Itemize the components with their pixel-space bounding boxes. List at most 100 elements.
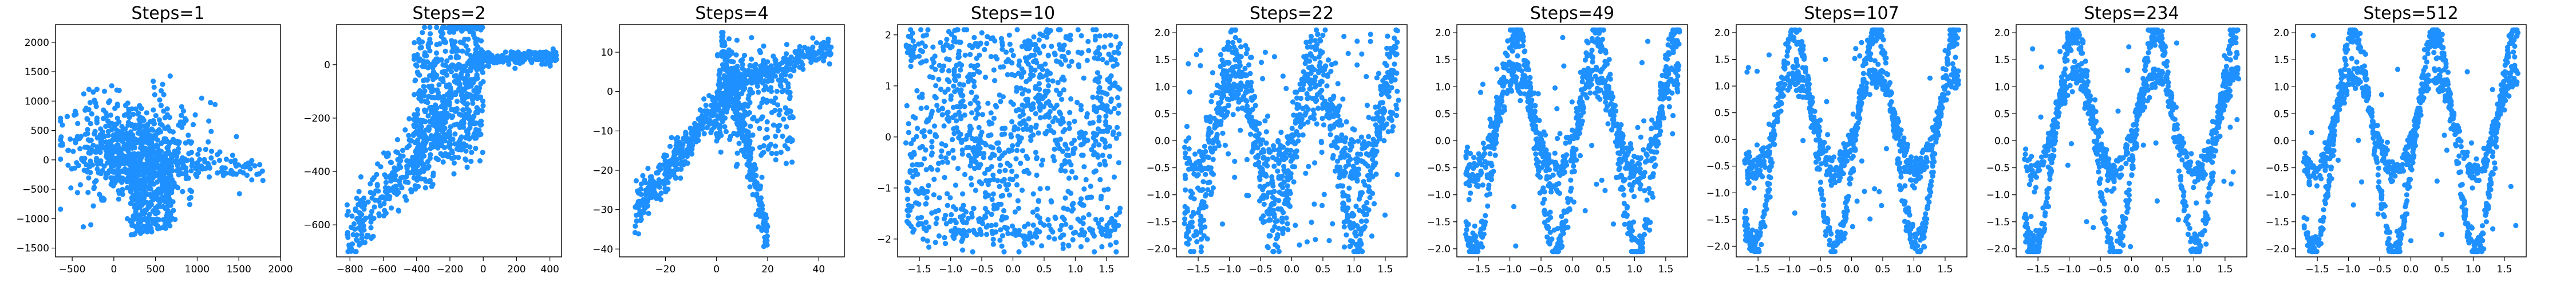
- scatter-point: [349, 247, 354, 252]
- scatter-point: [1095, 56, 1100, 61]
- scatter-point: [979, 130, 984, 135]
- scatter-point: [1008, 42, 1013, 47]
- scatter-point: [808, 60, 813, 65]
- scatter-point: [448, 142, 453, 147]
- scatter-point: [1037, 87, 1042, 92]
- scatter-point: [430, 95, 436, 100]
- scatter-point: [1085, 111, 1090, 116]
- scatter-point: [696, 138, 701, 143]
- scatter-point: [934, 95, 939, 100]
- scatter-point: [1066, 121, 1072, 126]
- scatter-point: [361, 196, 366, 201]
- scatter-point: [1001, 208, 1006, 213]
- scatter-point: [999, 217, 1004, 222]
- scatter-point: [734, 38, 740, 43]
- scatter-point: [960, 218, 965, 223]
- scatter-point: [980, 112, 985, 117]
- scatter-point: [406, 116, 412, 121]
- scatter-point: [485, 63, 490, 68]
- scatter-point: [462, 96, 467, 101]
- scatter-point: [984, 224, 989, 229]
- scatter-point: [86, 87, 92, 92]
- scatter-point: [662, 171, 667, 177]
- scatter-point: [211, 160, 216, 165]
- scatter-point: [447, 112, 452, 118]
- scatter-point: [183, 140, 188, 146]
- scatter-point: [769, 151, 775, 156]
- scatter-point: [389, 160, 394, 165]
- scatter-point: [1198, 63, 1203, 68]
- scatter-point: [986, 119, 991, 124]
- scatter-point: [748, 87, 753, 92]
- scatter-point: [1020, 67, 1025, 72]
- scatter-point: [434, 87, 440, 92]
- scatter-point: [1011, 53, 1016, 58]
- scatter-point: [551, 50, 556, 56]
- scatter-point: [776, 128, 781, 133]
- scatter-point: [969, 182, 974, 188]
- scatter-point: [1018, 161, 1023, 166]
- scatter-point: [1115, 85, 1120, 90]
- scatter-point: [449, 25, 454, 30]
- scatter-point: [742, 110, 748, 115]
- scatter-point: [753, 167, 758, 172]
- scatter-point: [166, 221, 171, 226]
- scatter-point: [404, 198, 409, 203]
- scatter-point: [1031, 222, 1036, 228]
- scatter-point: [1020, 188, 1025, 193]
- scatter-point: [1395, 172, 1400, 177]
- scatter-point: [443, 63, 448, 68]
- scatter-point: [199, 96, 204, 101]
- scatter-point: [146, 173, 151, 178]
- scatter-point: [1107, 85, 1112, 91]
- scatter-point: [475, 76, 480, 81]
- scatter-point: [752, 79, 757, 84]
- scatter-point: [419, 45, 424, 50]
- scatter-point: [920, 236, 926, 241]
- scatter-point: [929, 210, 934, 216]
- scatter-point: [966, 228, 971, 233]
- scatter-point: [927, 74, 933, 79]
- scatter-point: [208, 129, 214, 134]
- scatter-point: [978, 41, 983, 46]
- scatter-point: [139, 178, 144, 183]
- scatter-point: [1059, 97, 1064, 102]
- scatter-point: [1025, 168, 1030, 173]
- scatter-point: [1041, 44, 1046, 49]
- scatter-point: [1003, 215, 1009, 220]
- scatter-point: [1097, 162, 1103, 167]
- scatter-point: [1105, 205, 1110, 210]
- scatter-point: [736, 95, 741, 100]
- scatter-point: [476, 57, 481, 62]
- scatter-point: [927, 129, 933, 134]
- scatter-point: [1336, 183, 1341, 189]
- scatter-point: [206, 119, 211, 124]
- scatter-point: [908, 27, 913, 32]
- scatter-point: [1290, 164, 1295, 169]
- scatter-point: [1040, 96, 1045, 101]
- scatter-point: [971, 72, 976, 77]
- scatter-point: [643, 180, 648, 185]
- scatter-point: [1394, 89, 1400, 94]
- scatter-point: [828, 45, 833, 50]
- scatter-point: [460, 87, 465, 92]
- scatter-point: [130, 123, 135, 128]
- scatter-point: [395, 150, 400, 155]
- scatter-point: [189, 157, 194, 162]
- scatter-point: [961, 203, 966, 208]
- scatter-point: [784, 65, 789, 70]
- scatter-point: [1077, 135, 1082, 140]
- scatter-point: [1028, 125, 1033, 130]
- scatter-point: [1320, 116, 1325, 121]
- scatter-point: [1116, 131, 1121, 136]
- scatter-point: [375, 183, 380, 188]
- scatter-point: [125, 185, 130, 190]
- scatter-point: [967, 163, 973, 169]
- scatter-point: [430, 116, 436, 121]
- scatter-point: [740, 66, 745, 71]
- scatter-point: [991, 116, 997, 121]
- scatter-point: [748, 157, 753, 162]
- scatter-point: [999, 244, 1005, 249]
- scatter-point: [208, 155, 214, 161]
- scatter-point: [454, 80, 459, 85]
